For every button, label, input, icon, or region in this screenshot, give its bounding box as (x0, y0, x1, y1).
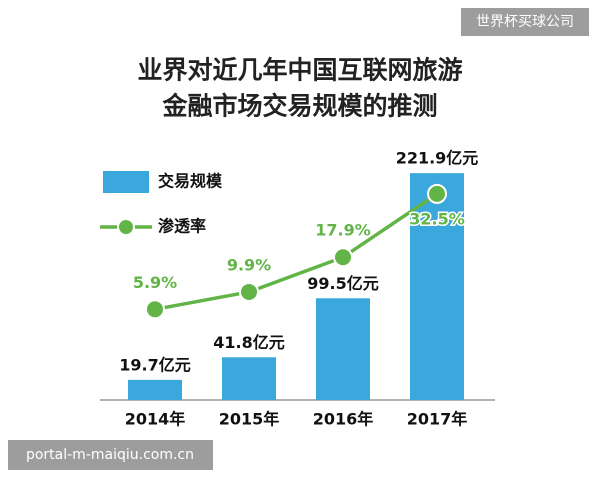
legend-swatch (117, 218, 135, 236)
bar-value-label: 41.8亿元 (213, 333, 284, 352)
line-value-label: 32.5% (409, 209, 465, 228)
bar-value-label: 19.7亿元 (119, 355, 190, 374)
line-value-label: 9.9% (227, 255, 271, 274)
legend-label: 交易规模 (158, 172, 223, 191)
legend-label: 渗透率 (158, 217, 206, 236)
line-value-label: 5.9% (133, 273, 177, 292)
watermark: 世界杯买球公司 (476, 14, 574, 30)
x-tick-label: 2017年 (407, 410, 468, 429)
watermark: portal-m-maiqiu.com.cn (26, 447, 194, 463)
bar (222, 357, 276, 400)
line (154, 192, 438, 312)
line-value-label: 17.9% (315, 221, 371, 240)
line-point (427, 183, 447, 204)
bar-value-label: 221.9亿元 (396, 149, 479, 168)
line-point (333, 247, 353, 268)
x-tick-label: 2014年 (125, 410, 186, 429)
line-point (239, 281, 259, 302)
bar (410, 173, 464, 400)
bar (128, 379, 182, 400)
x-tick-label: 2016年 (313, 410, 374, 429)
watermark-box (461, 8, 589, 36)
line-point (145, 299, 165, 320)
legend-swatch (103, 171, 149, 193)
watermark-box (8, 440, 213, 470)
chart-title: 业界对近几年中国互联网旅游 (137, 56, 462, 85)
x-tick-label: 2015年 (219, 410, 280, 429)
bar-value-label: 99.5亿元 (307, 274, 378, 293)
bar (316, 298, 370, 400)
chart-title: 金融市场交易规模的推测 (161, 92, 437, 121)
